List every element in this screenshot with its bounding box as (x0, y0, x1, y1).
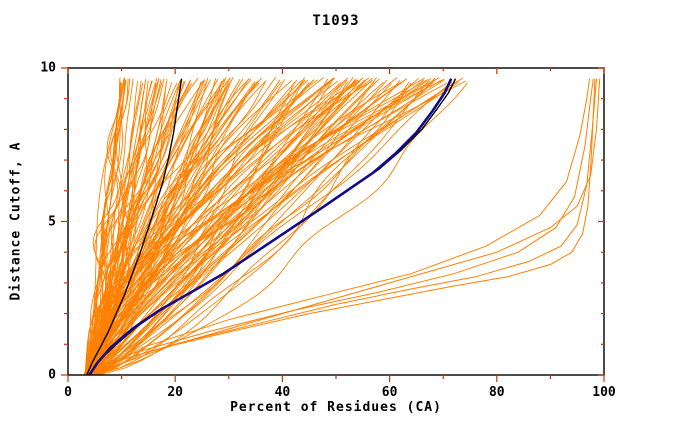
y-axis-label: Distance Cutoff, A (8, 141, 24, 301)
model-curve (91, 80, 466, 376)
model-curve (99, 80, 401, 376)
model-curve (92, 77, 277, 376)
model-curve (98, 79, 125, 376)
model-curve (96, 78, 362, 376)
model-curve (87, 78, 329, 376)
model-curve (86, 77, 234, 376)
model-curve (89, 77, 398, 376)
x-tick-label: 80 (488, 385, 505, 400)
model-curve (87, 79, 388, 376)
reference-black-left (86, 78, 183, 376)
model-curve (96, 76, 377, 376)
model-curve (84, 81, 361, 376)
model-curve (96, 78, 380, 376)
best-model-blue (88, 78, 453, 376)
model-curve (99, 81, 410, 376)
x-tick-label: 40 (274, 385, 291, 400)
model-curve (97, 80, 267, 376)
model-curve (96, 81, 434, 376)
x-tick-label: 60 (381, 385, 398, 400)
y-tick-label: 10 (40, 60, 56, 76)
model-curve (88, 77, 305, 376)
model-curve (86, 80, 121, 376)
chart-title: T1093 (312, 13, 360, 29)
x-tick-label: 100 (592, 385, 616, 400)
x-tick-label: 20 (167, 385, 184, 400)
model-curve (89, 79, 232, 376)
model-curve (97, 79, 436, 376)
model-curve (97, 77, 349, 376)
model-curve (96, 79, 281, 376)
model-curve (91, 82, 260, 376)
outlier-model-3 (91, 78, 594, 376)
model-curve (89, 79, 192, 376)
outlier-model-1 (86, 78, 596, 376)
model-curve (91, 81, 126, 376)
model-curve (90, 79, 206, 376)
model-curve (95, 79, 285, 376)
outlier-model-5 (89, 78, 601, 376)
y-tick-label: 0 (48, 367, 56, 383)
model-curve (86, 77, 199, 376)
model-curve (93, 82, 122, 376)
model-curve (98, 81, 453, 376)
model-curve (87, 81, 223, 376)
model-curve (87, 77, 227, 376)
x-tick-label: 0 (64, 385, 72, 400)
model-curve (90, 81, 384, 376)
model-curve (86, 77, 436, 376)
model-curve (84, 78, 241, 376)
model-curve (94, 82, 223, 376)
model-curve (83, 80, 204, 376)
y-tick-label: 5 (48, 214, 56, 229)
x-axis-label: Percent of Residues (CA) (230, 400, 442, 415)
model-curve (85, 77, 432, 376)
outlier-model-4 (94, 78, 590, 376)
